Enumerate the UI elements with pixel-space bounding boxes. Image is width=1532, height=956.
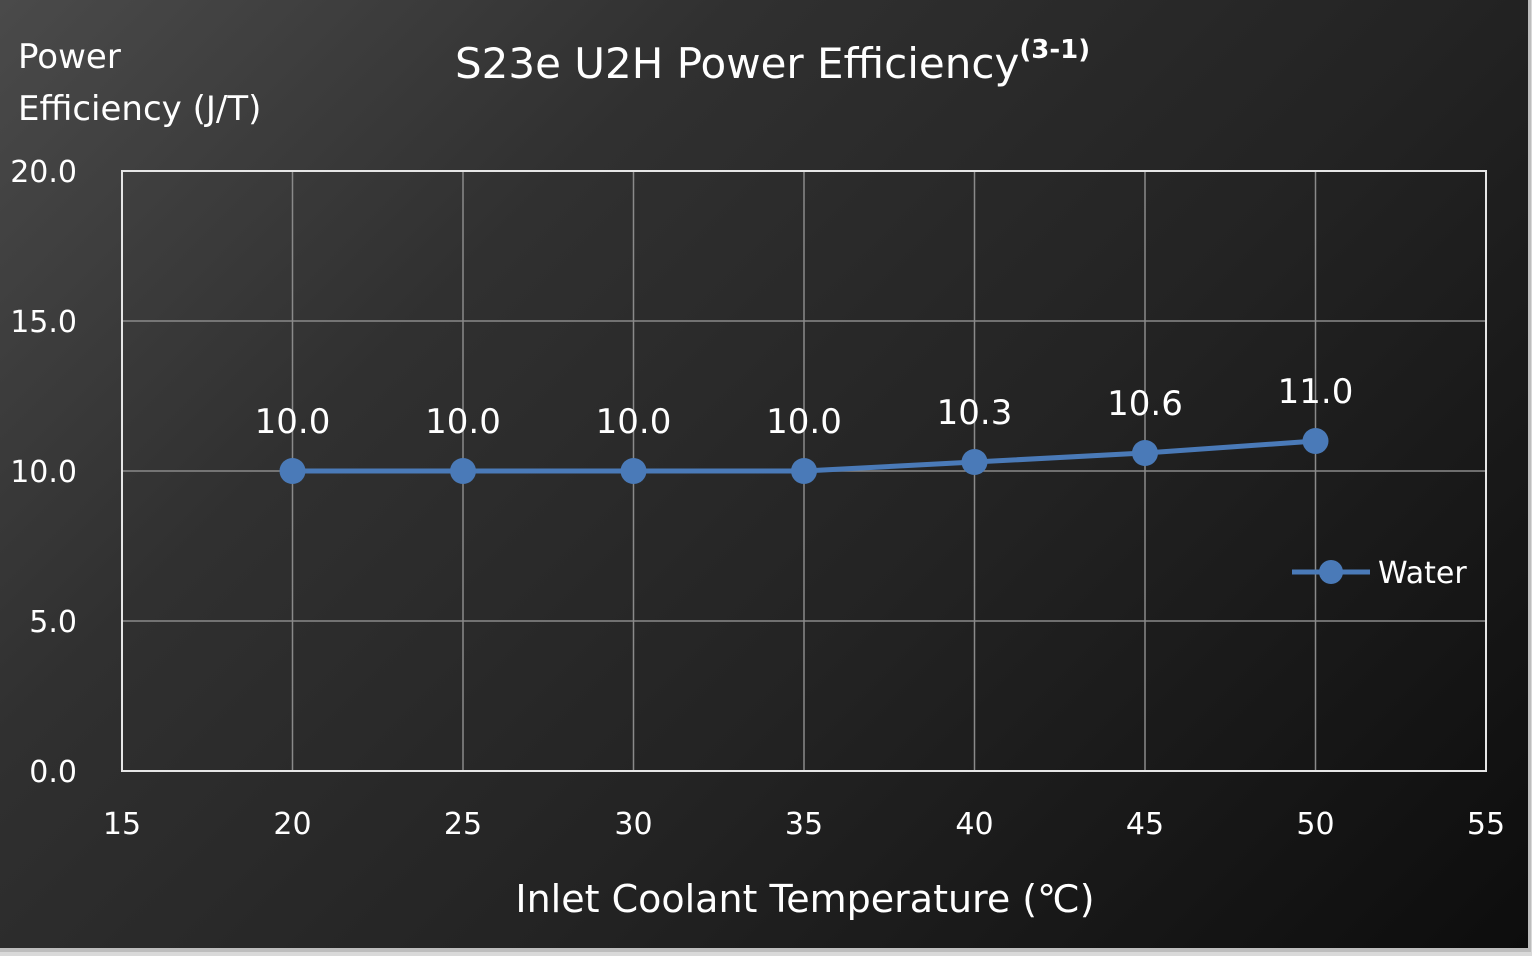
data-points bbox=[279, 428, 1329, 484]
y-axis-title-line2: Efficiency (J/T) bbox=[18, 89, 261, 129]
data-labels: 10.0 10.0 10.0 10.0 10.3 10.6 11.0 bbox=[255, 372, 1354, 442]
chart-title-main: S23e U2H Power Efficiency bbox=[455, 39, 1019, 88]
data-point bbox=[279, 458, 306, 484]
x-tick-label: 15 bbox=[103, 807, 141, 842]
x-axis-title: Inlet Coolant Temperature (℃) bbox=[515, 877, 1094, 921]
data-label: 10.0 bbox=[766, 402, 842, 442]
data-point bbox=[620, 458, 647, 484]
data-point bbox=[1132, 440, 1158, 466]
y-tick-label: 15.0 bbox=[10, 305, 77, 340]
x-tick-labels: 15 20 25 30 35 40 45 50 55 bbox=[103, 807, 1505, 842]
x-tick-label: 25 bbox=[444, 807, 482, 842]
data-label: 10.6 bbox=[1107, 384, 1183, 424]
y-tick-label: 5.0 bbox=[29, 605, 77, 640]
y-tick-labels: 0.0 5.0 10.0 15.0 20.0 bbox=[10, 155, 77, 790]
chart-title-superscript: (3-1) bbox=[1019, 35, 1090, 65]
x-tick-label: 35 bbox=[785, 807, 823, 842]
y-tick-label: 0.0 bbox=[29, 755, 77, 790]
legend-marker bbox=[1319, 560, 1343, 584]
data-point bbox=[791, 458, 817, 484]
data-label: 11.0 bbox=[1278, 372, 1354, 412]
x-tick-label: 55 bbox=[1467, 807, 1505, 842]
x-tick-label: 40 bbox=[955, 807, 993, 842]
legend-label-water: Water bbox=[1378, 556, 1467, 591]
x-tick-label: 50 bbox=[1296, 807, 1334, 842]
data-label: 10.3 bbox=[937, 393, 1013, 433]
x-tick-label: 45 bbox=[1126, 807, 1164, 842]
plot-area bbox=[121, 170, 1487, 772]
y-tick-label: 10.0 bbox=[10, 455, 77, 490]
chart-title: S23e U2H Power Efficiency(3-1) bbox=[455, 35, 1090, 88]
data-label: 10.0 bbox=[425, 402, 501, 442]
data-label: 10.0 bbox=[255, 402, 331, 442]
y-axis-title-line1: Power bbox=[18, 37, 121, 77]
data-point bbox=[961, 449, 988, 475]
data-point bbox=[450, 458, 476, 484]
x-tick-label: 30 bbox=[614, 807, 652, 842]
y-tick-label: 20.0 bbox=[10, 155, 77, 190]
data-label: 10.0 bbox=[596, 402, 672, 442]
x-tick-label: 20 bbox=[273, 807, 311, 842]
data-point bbox=[1302, 428, 1329, 454]
legend: Water bbox=[1292, 556, 1467, 591]
